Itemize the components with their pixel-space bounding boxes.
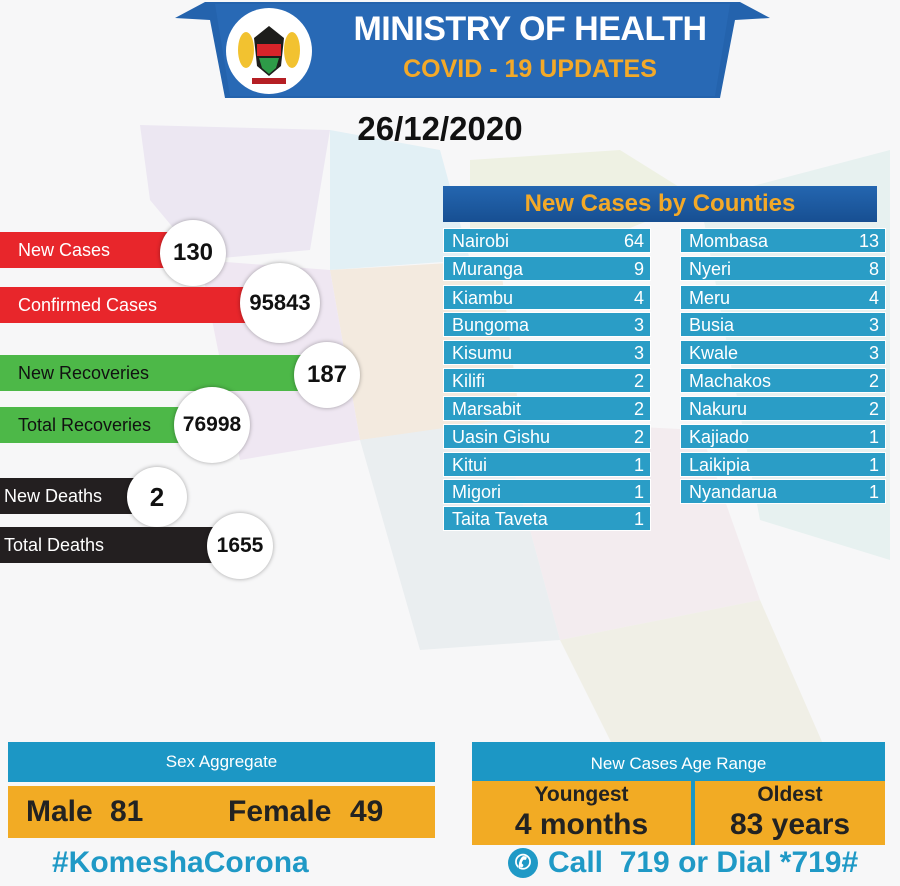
new-deaths-value: 2 [127, 467, 187, 527]
county-count: 2 [633, 399, 644, 419]
county-count: 3 [868, 315, 879, 335]
county-count: 8 [868, 259, 879, 279]
county-row: Uasin Gishu 2 [443, 424, 651, 449]
county-name: Nyeri [689, 259, 732, 279]
counties-header: New Cases by Counties [443, 186, 877, 222]
total-recoveries-label: Total Recoveries [0, 407, 180, 443]
county-count: 2 [633, 427, 644, 447]
county-name: Kwale [689, 343, 739, 363]
county-name: Kitui [452, 455, 488, 475]
county-row: Migori 1 [443, 479, 651, 504]
county-count: 1 [633, 482, 644, 502]
age-range-body: Youngest 4 months Oldest 83 years [472, 781, 885, 845]
total-deaths-value: 1655 [207, 513, 273, 579]
county-name: Kiambu [452, 288, 514, 308]
county-name: Nairobi [452, 231, 510, 251]
county-count: 3 [633, 315, 644, 335]
county-name: Busia [689, 315, 735, 335]
county-name: Taita Taveta [452, 509, 548, 529]
county-row: Marsabit 2 [443, 396, 651, 421]
male-label: Male [26, 795, 93, 828]
header-subtitle: COVID - 19 UPDATES [403, 55, 657, 83]
county-name: Migori [452, 482, 502, 502]
county-name: Meru [689, 288, 731, 308]
county-name: Laikipia [689, 455, 751, 475]
hashtag: #KomeshaCorona [52, 846, 309, 879]
county-name: Marsabit [452, 399, 522, 419]
county-count: 1 [868, 427, 879, 447]
county-name: Machakos [689, 371, 772, 391]
county-count: 1 [868, 455, 879, 475]
county-name: Kajiado [689, 427, 750, 447]
report-date: 26/12/2020 [357, 110, 523, 147]
hotline-text: Call 719 or Dial *719# [548, 846, 859, 879]
county-row: Nairobi 64 [443, 228, 651, 253]
county-name: Nakuru [689, 399, 748, 419]
county-row: Nyandarua 1 [680, 479, 886, 504]
county-count: 2 [868, 371, 879, 391]
county-name: Bungoma [452, 315, 530, 335]
new-recoveries-label: New Recoveries [0, 355, 305, 391]
youngest-label: Youngest [534, 783, 629, 806]
county-row: Kitui 1 [443, 452, 651, 477]
age-divider [691, 781, 695, 845]
youngest-value: 4 months [514, 808, 649, 841]
county-count: 2 [868, 399, 879, 419]
county-row: Taita Taveta 1 [443, 506, 651, 531]
county-count: 4 [868, 288, 879, 308]
county-count: 1 [633, 509, 644, 529]
county-name: Nyandarua [689, 482, 778, 502]
county-row: Kilifi 2 [443, 368, 651, 393]
oldest-label: Oldest [757, 783, 823, 806]
county-row: Machakos 2 [680, 368, 886, 393]
new-recoveries-value: 187 [294, 342, 360, 408]
county-row: Meru 4 [680, 285, 886, 310]
county-row: Kajiado 1 [680, 424, 886, 449]
female-count: 49 [350, 795, 384, 828]
county-name: Kisumu [452, 343, 513, 363]
county-row: Kwale 3 [680, 340, 886, 365]
county-name: Uasin Gishu [452, 427, 551, 447]
female-label: Female [228, 795, 332, 828]
county-count: 13 [858, 231, 879, 251]
county-row: Muranga 9 [443, 256, 651, 281]
new-cases-label: New Cases [0, 232, 175, 268]
sex-aggregate-header: Sex Aggregate [8, 742, 435, 782]
sex-aggregate-body: Male 81 Female 49 [8, 786, 435, 838]
county-count: 4 [633, 288, 644, 308]
confirmed-cases-value: 95843 [240, 263, 320, 343]
county-count: 3 [633, 343, 644, 363]
header-ribbon [175, 2, 770, 98]
county-row: Kiambu 4 [443, 285, 651, 310]
county-row: Nakuru 2 [680, 396, 886, 421]
county-row: Kisumu 3 [443, 340, 651, 365]
county-row: Nyeri 8 [680, 256, 886, 281]
oldest-value: 83 years [729, 808, 851, 841]
new-cases-value: 130 [160, 220, 226, 286]
phone-icon: ✆ [508, 848, 538, 878]
county-row: Laikipia 1 [680, 452, 886, 477]
total-deaths-label: Total Deaths [0, 527, 220, 563]
county-count: 9 [633, 259, 644, 279]
new-deaths-label: New Deaths [0, 478, 140, 514]
county-count: 1 [868, 482, 879, 502]
county-count: 1 [633, 455, 644, 475]
county-name: Muranga [452, 259, 524, 279]
age-range-header: New Cases Age Range [472, 742, 885, 783]
confirmed-cases-label: Confirmed Cases [0, 287, 250, 323]
county-count: 64 [623, 231, 644, 251]
header-title: MINISTRY OF HEALTH [353, 10, 707, 48]
county-count: 2 [633, 371, 644, 391]
total-recoveries-value: 76998 [174, 387, 250, 463]
county-name: Kilifi [452, 371, 486, 391]
hotline: ✆ Call 719 or Dial *719# [508, 846, 858, 880]
county-name: Mombasa [689, 231, 769, 251]
coat-of-arms-emblem [226, 8, 312, 94]
male-count: 81 [110, 795, 144, 828]
county-row: Busia 3 [680, 312, 886, 337]
county-row: Mombasa 13 [680, 228, 886, 253]
county-row: Bungoma 3 [443, 312, 651, 337]
county-count: 3 [868, 343, 879, 363]
